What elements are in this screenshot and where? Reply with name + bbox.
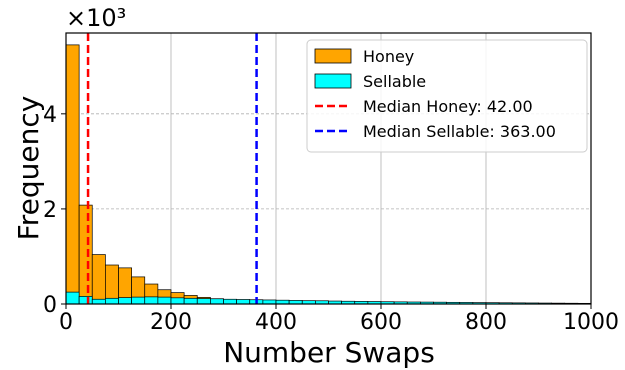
bar-sellable-15	[262, 299, 277, 305]
legend-swatch-1	[314, 73, 352, 89]
x-tick-label: 1000	[563, 310, 619, 335]
legend-swatch-0	[314, 48, 352, 64]
bar-sellable-0	[65, 291, 80, 305]
bar-sellable-8	[170, 297, 185, 305]
axis-ticks: 0 200 400 600 800 1000 0 2 4	[43, 103, 619, 335]
bar-sellable-12	[223, 298, 237, 305]
x-axis-label: Number Swaps	[223, 336, 435, 369]
bar-sellable-10	[196, 298, 211, 305]
legend-box	[306, 39, 588, 153]
y-multiplier-label: ×10³	[66, 4, 126, 32]
plot-frame	[65, 32, 592, 305]
legend-label-3: Median Sellable: 363.00	[363, 122, 556, 141]
x-tick-label: 400	[255, 310, 297, 335]
legend-label-0: Honey	[363, 47, 414, 66]
bar-sellable-7	[157, 296, 172, 305]
bar-sellable-5	[131, 296, 146, 305]
y-tick-label: 0	[43, 293, 57, 318]
bar-sellable-4	[118, 297, 132, 305]
legend-label-2: Median Honey: 42.00	[363, 97, 533, 116]
bar-sellable-6	[144, 296, 159, 305]
bar-sellable-13	[236, 299, 251, 305]
bar-sellable-3	[105, 297, 119, 305]
bar-sellable-11	[210, 298, 224, 305]
legend-label-1: Sellable	[363, 72, 426, 91]
y-tick-label: 2	[43, 198, 57, 223]
legend: Honey Sellable Median Honey: 42.00 Median S…	[306, 39, 588, 153]
x-tick-label: 800	[465, 310, 507, 335]
y-axis-label: Frequency	[12, 96, 45, 241]
bar-honey-0	[65, 44, 80, 305]
y-tick-label: 4	[43, 103, 57, 128]
bar-sellable-1	[78, 296, 93, 305]
bar-sellable-2	[91, 298, 106, 305]
bar-sellable-9	[183, 297, 198, 305]
x-tick-label: 600	[360, 310, 402, 335]
x-tick-label: 0	[59, 310, 73, 335]
median-lines	[86, 33, 258, 304]
bar-honey-1	[78, 204, 93, 305]
x-tick-label: 200	[150, 310, 192, 335]
bar-honey-2	[91, 254, 106, 305]
